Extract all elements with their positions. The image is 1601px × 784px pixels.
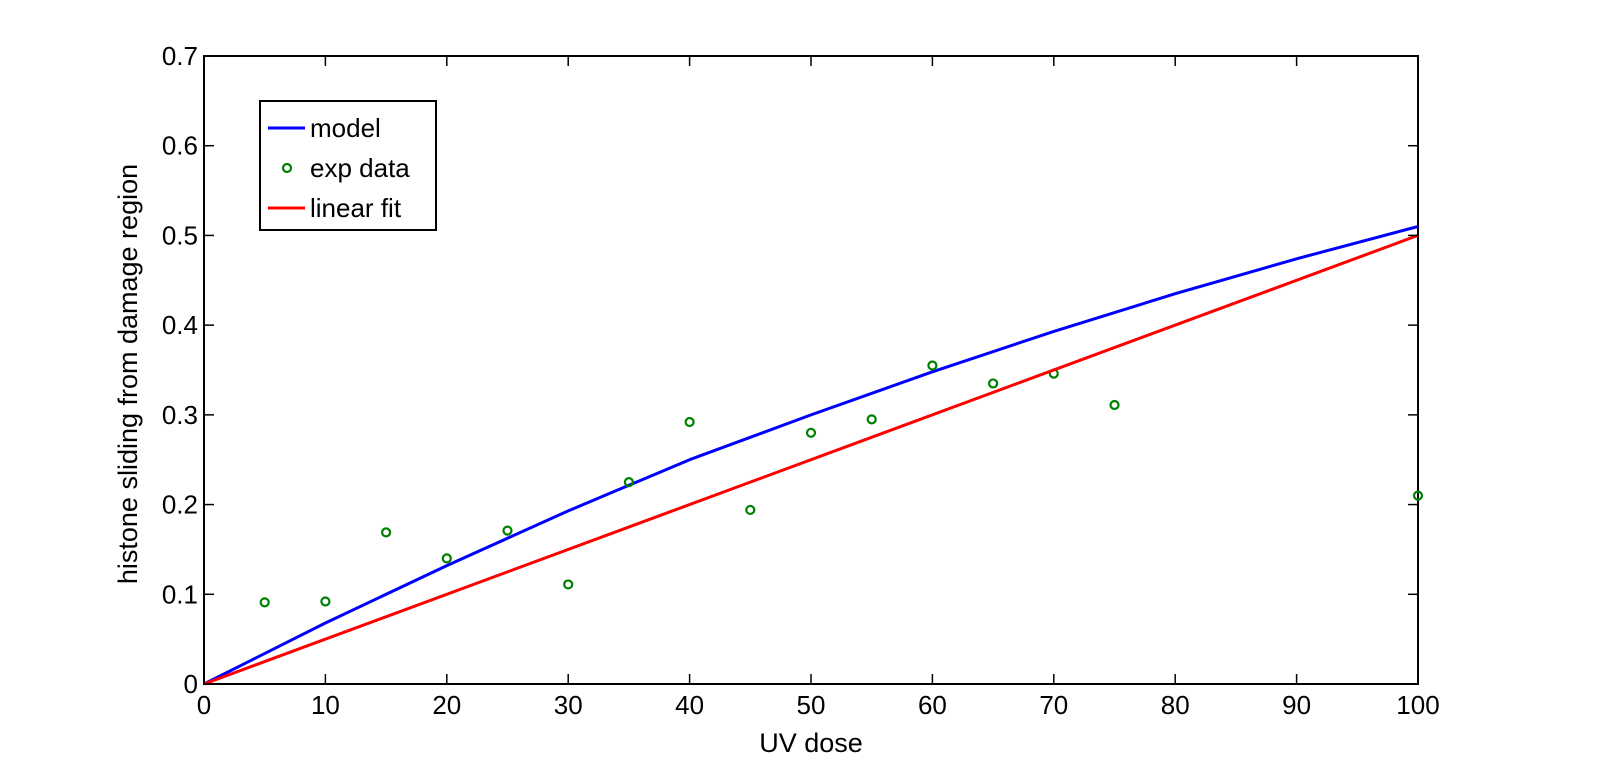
y-tick-label: 0 bbox=[184, 669, 198, 699]
series-line-model bbox=[203, 225, 1419, 686]
data-point bbox=[623, 477, 635, 488]
data-point bbox=[259, 597, 270, 608]
x-tick-label: 0 bbox=[197, 690, 211, 720]
x-tick-label: 50 bbox=[797, 690, 826, 720]
legend-swatch-exp-data bbox=[281, 162, 293, 174]
legend-label-model: model bbox=[310, 113, 381, 143]
x-tick-label: 100 bbox=[1396, 690, 1439, 720]
data-point bbox=[563, 579, 574, 590]
x-axis-label: UV dose bbox=[759, 728, 863, 758]
data-point bbox=[987, 378, 999, 389]
y-tick-label: 0.1 bbox=[162, 579, 198, 609]
data-point bbox=[1109, 399, 1120, 411]
series-line-linear-fit bbox=[203, 233, 1419, 686]
y-tick-label: 0.3 bbox=[162, 400, 198, 430]
x-tick-label: 90 bbox=[1282, 690, 1311, 720]
data-point bbox=[502, 525, 513, 536]
x-tick-label: 70 bbox=[1039, 690, 1068, 720]
y-tick-label: 0.2 bbox=[162, 490, 198, 520]
ticks-layer: 0 10 20 30 40 50 60 70 80 90 100 0 0.1 0.2 0.3 0.4 0.5 0.… bbox=[162, 41, 1440, 720]
data-point bbox=[381, 527, 392, 538]
data-point bbox=[684, 416, 695, 428]
data-point bbox=[441, 553, 452, 564]
data-point bbox=[320, 596, 331, 607]
data-point bbox=[745, 504, 756, 516]
data-point bbox=[1412, 490, 1424, 501]
x-tick-label: 20 bbox=[432, 690, 461, 720]
legend-label-exp-data: exp data bbox=[310, 153, 410, 183]
y-axis-label: histone sliding from damage region bbox=[113, 164, 143, 584]
y-tick-label: 0.5 bbox=[162, 220, 198, 250]
x-tick-label: 40 bbox=[675, 690, 704, 720]
data-point bbox=[927, 360, 938, 371]
data-point bbox=[805, 427, 817, 438]
x-tick-label: 10 bbox=[311, 690, 340, 720]
data-point bbox=[866, 414, 877, 425]
y-tick-label: 0.7 bbox=[162, 41, 198, 71]
legend-label-linear-fit: linear fit bbox=[310, 193, 402, 223]
series-layer bbox=[203, 225, 1424, 686]
legend: model exp data linear fit bbox=[259, 100, 437, 231]
x-tick-label: 60 bbox=[918, 690, 947, 720]
y-tick-label: 0.6 bbox=[162, 131, 198, 161]
x-tick-label: 30 bbox=[554, 690, 583, 720]
x-tick-label: 80 bbox=[1161, 690, 1190, 720]
y-tick-label: 0.4 bbox=[162, 310, 198, 340]
